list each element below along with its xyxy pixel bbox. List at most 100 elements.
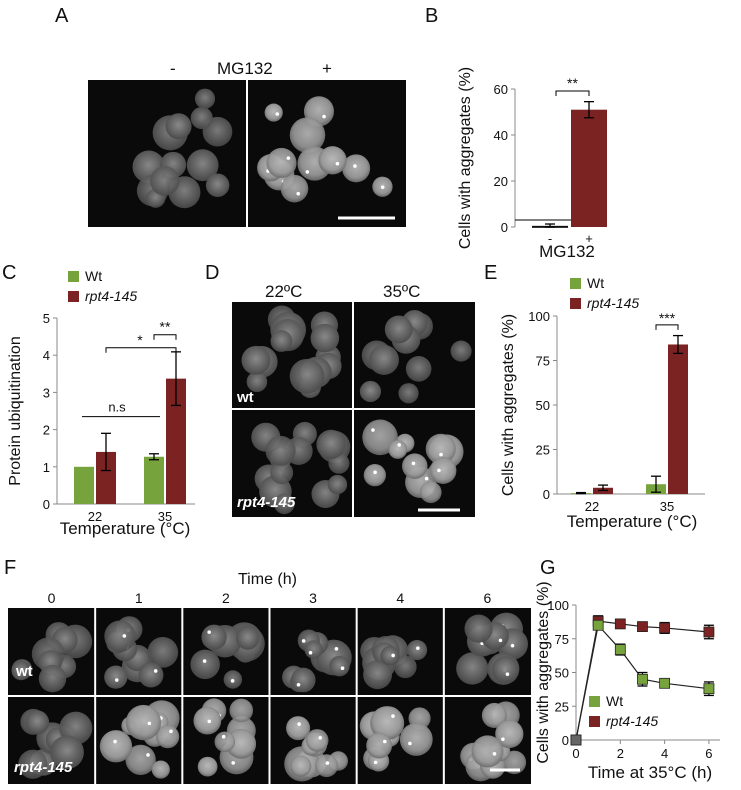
f-wt-t1-aggregate [122,634,127,638]
a-plus-aggregate [305,170,310,174]
c-significance-text: n.s [108,400,126,415]
f-rpt-t6-aggregate [492,752,497,756]
d-rpt35-cell [429,457,457,484]
g-legend-label: rpt4-145 [606,713,658,729]
b-y-axis-label: Cells with aggregates (%) [457,67,474,249]
f-rpt-t3-aggregate [297,722,301,726]
d-rpt35-cell [402,453,428,479]
a-minus-cell [165,113,192,140]
f-rpt-t6-cell [495,719,524,749]
f-rpt-t1-cell [99,730,133,763]
e-legend-swatch [570,278,581,289]
d-wt22-cell [246,371,268,392]
panel-label-e: E [484,262,497,284]
panel-label-c: C [2,262,16,284]
a-plus-cell [289,117,326,153]
e-x-tick-label: 35 [660,499,674,514]
d-rpt35-aggregate [437,468,441,473]
micrograph-d [232,302,475,517]
b-y-tick-label: 0 [501,220,508,235]
d-rpt35-aggregate [439,452,443,457]
e-y-tick-label: 0 [543,487,550,502]
d-rpt35-aggregate [397,443,401,447]
e-x-tick-label: 22 [585,499,599,514]
e-x-axis-label: Temperature (°C) [567,512,698,531]
f-wt-t6-aggregate [510,643,515,648]
f-wt-t3-aggregate [296,682,301,687]
a-plus-cell [318,146,347,175]
d-rpt35-cell [363,464,386,487]
e-significance-text: *** [659,310,676,326]
a-plus-aggregate [322,114,326,119]
a-minus-cell [186,149,219,182]
a-minus-cell [194,88,216,109]
g-point [637,673,648,685]
d-row-label-rpt: rpt4-145 [237,494,296,511]
g-point [614,618,626,630]
d-wt35-cell [450,340,472,362]
g-point [637,621,648,632]
e-y-tick-label: 25 [536,443,550,458]
e-y-tick-label: 75 [536,354,550,369]
e-significance-bracket [655,324,679,330]
d-rpt35-cell [388,440,408,459]
f-wt-t2-aggregate [202,659,207,663]
f-wt-t4-aggregate [391,653,395,658]
micrograph-f [8,608,531,784]
g-y-tick-label: 100 [547,598,569,613]
d-rpt22-cell [327,474,348,495]
a-plus-aggregate [335,161,340,166]
g-point [703,683,715,695]
f-wt-t1-cell [104,620,136,652]
c-legend-label: rpt4-145 [85,288,137,304]
f-wt-t6-cell [464,614,493,643]
f-rpt-t1-aggregate [146,753,150,757]
g-y-tick-label: 0 [562,733,569,748]
d-wt22-cell [310,323,340,353]
b-significance-bracket [555,90,590,96]
d-rpt35-aggregate [373,470,377,475]
b-x-tick-label: - [548,231,552,246]
e-y-tick-label: 50 [536,398,550,413]
micrograph-a [88,80,406,227]
f-wt-t0-cell [38,664,67,693]
d-rpt35-cell [425,433,456,464]
a-plus-cell [264,103,283,122]
f-wt-t2-aggregate [230,679,235,683]
f-row-label-rpt: rpt4-145 [14,759,73,776]
f-time-label: 3 [309,590,317,606]
e-y-tick-label: 100 [528,309,550,324]
f-wt-t4-cell [363,660,393,690]
f-wt-t6-cell [456,652,489,685]
g-series-line [575,620,709,741]
f-rpt-t2-aggregate [221,734,226,739]
chart-c: 0 1 2 3 4 5 Protein ubiquitination 22 35Temperat… [7,268,195,538]
f-rpt-t1-aggregate [113,739,117,744]
g-y-tick-label: 50 [555,666,569,681]
f-wt-t3-aggregate [334,647,339,651]
g-legend-swatch [589,716,600,727]
g-x-tick-label: 6 [705,746,712,761]
c-significance-bracket [105,347,177,353]
g-point [614,644,626,655]
f-rpt-t3-cell [305,729,329,752]
f-wt-t1-aggregate [114,678,119,682]
f-wt-t3-aggregate [340,666,345,671]
c-y-axis-label: Protein ubiquitination [7,336,24,485]
a-plus-aggregate [286,156,291,160]
a-plus-aggregate [275,112,280,116]
f-time-label: 6 [484,590,492,606]
d-rpt22-cell [265,435,296,466]
f-wt-t1-cell [147,636,179,668]
g-point [659,622,671,634]
d-rpt22-cell [316,429,346,459]
f-wt-t2-cell [190,649,220,680]
e-legend-label: rpt4-145 [587,295,639,311]
c-x-tick-label: 35 [158,509,172,524]
f-time-title: Time (h) [238,571,297,588]
c-x-axis-label: Temperature (°C) [60,519,191,538]
chart-b: 0 20 40 60 Cells with aggregates (%) - + ** MG13… [457,67,607,261]
d-rpt35-aggregate [411,461,416,466]
panel-label-a: A [55,5,69,27]
c-significance-text: * [137,332,143,348]
